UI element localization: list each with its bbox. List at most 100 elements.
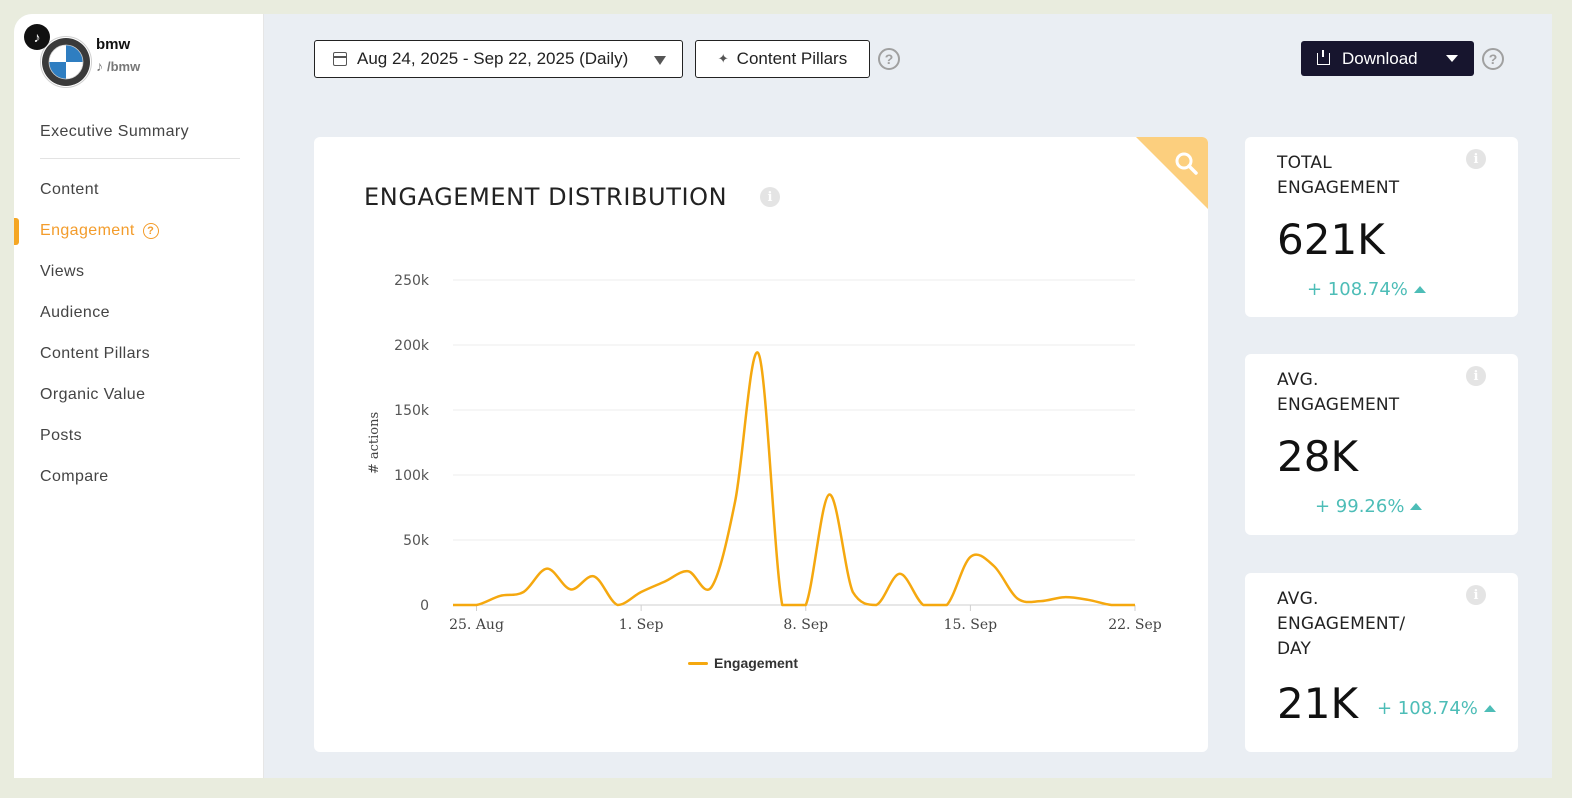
data-point[interactable] [565,583,577,595]
sidebar-nav: Executive Summary Content Engagement ? V… [14,114,264,497]
divider [40,158,240,159]
data-point[interactable] [847,586,859,598]
help-icon[interactable]: ? [142,222,159,239]
kpi-delta-value: + 108.74% [1307,279,1408,300]
chevron-down-icon [654,56,666,65]
sidebar-item-label: Posts [40,426,83,444]
data-point[interactable] [588,570,600,582]
sidebar-item-label: Organic Value [40,385,146,403]
content-pillars-button[interactable]: ✦ Content Pillars [695,40,870,78]
y-tick-label: 200k [394,338,430,354]
sidebar-item-executive-summary[interactable]: Executive Summary [14,114,264,159]
chart-title: ENGAGEMENT DISTRIBUTION [364,183,728,211]
data-point[interactable] [917,599,929,611]
info-icon[interactable]: i [760,187,780,207]
data-point[interactable] [706,581,718,593]
kpi-delta: + 99.26% [1315,496,1423,517]
help-icon[interactable]: ? [1482,48,1504,70]
data-point[interactable] [1105,599,1117,611]
sidebar: ♪ bmw ♪ /bmw Executive Summary Content E… [14,14,264,778]
sidebar-item-label: Engagement [40,221,135,239]
engagement-line-chart: 0 50k 100k 150k 200k 250k 25. Aug 1. Sep 8. Sep… [367,273,1162,633]
help-icon[interactable]: ? [878,48,900,70]
data-point[interactable] [518,586,530,598]
content-pillars-label: Content Pillars [736,49,848,68]
data-point[interactable] [612,599,624,611]
series-engagement [447,348,1141,611]
x-tick-label: 1. Sep [619,617,664,633]
sidebar-item-views[interactable]: Views [14,251,264,292]
search-icon[interactable] [1174,151,1200,177]
data-point[interactable] [1129,599,1141,611]
profile-card[interactable]: ♪ bmw ♪ /bmw [24,24,258,88]
data-point[interactable] [776,599,788,611]
chart-legend[interactable]: Engagement [688,655,798,671]
data-point[interactable] [659,576,671,588]
data-point[interactable] [635,586,647,598]
kpi-title: TOTAL ENGAGEMENT [1277,153,1400,198]
data-point[interactable] [1011,593,1023,605]
info-icon[interactable]: i [1466,366,1486,386]
bmw-logo [42,38,90,86]
data-point[interactable] [682,565,694,577]
data-point[interactable] [471,599,483,611]
data-point[interactable] [447,599,459,611]
chevron-down-icon[interactable] [1446,55,1458,62]
info-icon[interactable]: i [1466,585,1486,605]
kpi-delta-value: + 99.26% [1315,496,1405,517]
data-point[interactable] [753,348,765,360]
x-tick-label: 22. Sep [1108,617,1162,633]
sidebar-item-content-pillars[interactable]: Content Pillars [14,333,264,374]
sidebar-item-engagement[interactable]: Engagement ? [14,210,264,251]
data-point[interactable] [729,495,741,507]
sidebar-item-compare[interactable]: Compare [14,456,264,497]
data-point[interactable] [494,590,506,602]
data-point[interactable] [1082,594,1094,606]
date-range-picker[interactable]: Aug 24, 2025 - Sep 22, 2025 (Daily) [314,40,683,78]
profile-handle: /bmw [107,58,141,74]
data-point[interactable] [894,568,906,580]
engagement-chart-card: ENGAGEMENT DISTRIBUTION i 0 50k 100k 150k 20… [314,137,1208,752]
data-point[interactable] [823,489,835,501]
x-tick-label: 25. Aug [449,617,504,633]
legend-label: Engagement [714,655,799,671]
data-point[interactable] [541,563,553,575]
data-point[interactable] [870,599,882,611]
kpi-delta: + 108.74% [1307,279,1426,300]
series-line-engagement[interactable] [453,351,1135,607]
sparkle-icon: ✦ [717,51,729,66]
kpi-title: AVG. ENGAGEMENT/ DAY [1277,589,1406,659]
kpi-value: 21K [1277,679,1358,728]
sidebar-item-label: Audience [40,303,110,321]
y-tick-label: 150k [394,403,430,419]
kpi-value: 621K [1277,215,1385,264]
x-tick-label: 15. Sep [944,617,998,633]
sidebar-item-label: Views [40,262,85,280]
data-point[interactable] [941,599,953,611]
app-frame: ♪ bmw ♪ /bmw Executive Summary Content E… [14,14,1552,778]
x-tick-label: 8. Sep [783,617,828,633]
kpi-delta: + 108.74% [1377,698,1496,719]
data-point[interactable] [988,560,1000,572]
tiktok-icon: ♪ [24,24,50,50]
profile-handle-row: ♪ /bmw [96,58,140,74]
sidebar-item-label: Content Pillars [40,344,151,362]
sidebar-item-label: Content [40,180,99,198]
sidebar-item-audience[interactable]: Audience [14,292,264,333]
data-point[interactable] [964,551,976,563]
info-icon[interactable]: i [1466,149,1486,169]
data-point[interactable] [1058,591,1070,603]
kpi-card-total-engagement: TOTAL ENGAGEMENT i 621K + 108.74% [1245,137,1518,317]
profile-name: bmw [96,36,131,53]
download-button[interactable]: Download [1301,41,1474,76]
sidebar-item-posts[interactable]: Posts [14,415,264,456]
legend-swatch [688,661,708,665]
kpi-card-avg-engagement: AVG. ENGAGEMENT i 28K + 99.26% [1245,354,1518,535]
data-point[interactable] [800,599,812,611]
sidebar-item-content[interactable]: Content [14,169,264,210]
calendar-icon [333,52,347,66]
y-axis-ticks: 0 50k 100k 150k 200k 250k [394,273,430,614]
sidebar-item-organic-value[interactable]: Organic Value [14,374,264,415]
data-point[interactable] [1035,595,1047,607]
download-icon [1317,49,1330,65]
